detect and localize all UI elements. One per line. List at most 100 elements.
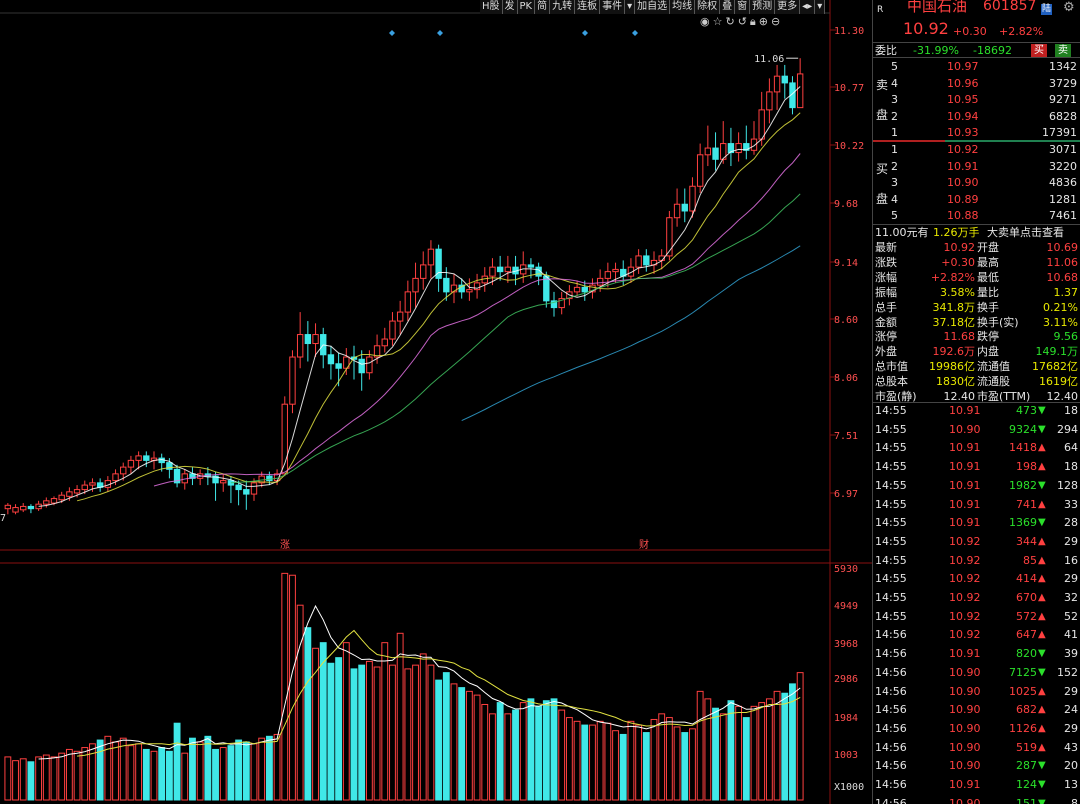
volume-bar <box>658 713 666 801</box>
candle-body <box>558 298 565 309</box>
toolbar-item-1[interactable]: 发 <box>502 0 518 14</box>
volume-bar <box>681 732 689 801</box>
big-order-row[interactable]: 11.00元有 1.26万手 大卖单点击查看 <box>873 224 1080 240</box>
stat-value: 3.11% <box>1043 315 1078 329</box>
ask-row[interactable]: 3 10.95 9271 <box>873 92 1080 107</box>
toolbar-item-16[interactable]: ▾ <box>815 0 826 14</box>
event-marker[interactable] <box>632 30 638 36</box>
ask-row[interactable]: 4 10.96 3729 <box>873 76 1080 91</box>
volume-bar <box>550 698 558 801</box>
ask-row[interactable]: 5 10.97 1342 <box>873 59 1080 74</box>
candle-body <box>281 403 288 475</box>
ma20-line <box>153 153 801 487</box>
gear-icon[interactable]: ⚙ <box>1063 0 1075 15</box>
toolbar-item-12[interactable]: 窗 <box>735 0 751 14</box>
toolbar-item-8[interactable]: 加自选 <box>635 0 671 14</box>
volume-axis-label: 2986 <box>834 674 858 685</box>
ask-row[interactable]: 1 10.93 17391 <box>873 125 1080 140</box>
toolbar-item-10[interactable]: 除权 <box>695 0 721 14</box>
candle-body <box>381 338 388 347</box>
event-marker[interactable] <box>582 30 588 36</box>
candle-body <box>666 217 673 257</box>
volume-bar <box>212 748 219 801</box>
big-order-link[interactable]: 大卖单点击查看 <box>987 226 1064 239</box>
tick-count: 128 <box>1057 478 1078 492</box>
volume-bar <box>112 741 119 801</box>
volume-bar <box>235 739 243 801</box>
toolbar-item-2[interactable]: PK <box>517 0 536 14</box>
volume-bar <box>565 717 573 801</box>
volume-bar <box>389 664 396 801</box>
arrow-down-icon: ▼ <box>1038 423 1046 435</box>
ask-volume: 3729 <box>1049 76 1077 90</box>
event-label-zhang[interactable]: 涨 <box>280 539 290 551</box>
tick-volume: 287 <box>1016 759 1037 773</box>
bid-price: 10.92 <box>947 143 979 156</box>
candle-body <box>589 284 596 293</box>
zoom-out-icon[interactable]: ⊖ <box>771 15 781 28</box>
volume-bar <box>742 717 750 801</box>
zoom-in-icon[interactable]: ⊕ <box>758 15 768 28</box>
tick-count: 43 <box>1064 740 1078 754</box>
toolbar-item-3[interactable]: 简 <box>535 0 551 14</box>
refresh-icon[interactable]: ↻ <box>725 15 735 28</box>
price-axis-label: 7.51 <box>834 431 858 442</box>
tick-time: 14:56 <box>875 703 907 717</box>
stat-row: 最新 10.92 开盘 10.69 <box>873 240 1080 255</box>
toolbar-item-7[interactable]: ▾ <box>625 0 636 14</box>
candle-body <box>66 491 73 497</box>
ask-level: 3 <box>891 93 898 107</box>
tick-row: 14:55 10.91 1369 ▼ 28 <box>873 515 1080 530</box>
bid-row[interactable]: 3 10.90 4836 <box>873 175 1080 190</box>
stat-row: 总手 341.8万 换手 0.21% <box>873 300 1080 315</box>
volume-bar <box>335 657 343 801</box>
tick-row: 14:55 10.91 1982 ▼ 128 <box>873 478 1080 493</box>
toolbar-item-6[interactable]: 事件 <box>600 0 626 14</box>
toolbar-item-14[interactable]: 更多 <box>775 0 801 14</box>
tick-price: 10.90 <box>949 759 981 773</box>
toolbar-item-4[interactable]: 九转 <box>550 0 576 14</box>
candle-body <box>758 109 765 140</box>
reset-icon[interactable]: ↺ <box>737 15 747 28</box>
volume-bar <box>365 660 373 801</box>
high-label: 11.06 <box>754 54 784 65</box>
event-label-cai[interactable]: 财 <box>639 538 649 551</box>
tick-row: 14:55 10.91 198 ▲ 18 <box>873 459 1080 474</box>
toolbar-item-5[interactable]: 连板 <box>575 0 601 14</box>
toolbar-item-15[interactable]: ◂▸ <box>800 0 816 14</box>
bid-row[interactable]: 1 10.92 3071 <box>873 142 1080 157</box>
price-line: 10.92 +0.30 +2.82% <box>873 21 1080 41</box>
volume-bar <box>289 574 296 801</box>
sell-button[interactable]: 卖 <box>1055 44 1071 57</box>
ma10-line <box>76 112 801 502</box>
toolbar-item-13[interactable]: 预测 <box>750 0 776 14</box>
candle-body <box>20 505 27 511</box>
buy-button[interactable]: 买 <box>1031 44 1047 57</box>
bid-row[interactable]: 2 10.91 3220 <box>873 159 1080 174</box>
last-price: 10.92 <box>903 19 949 38</box>
ask-row[interactable]: 2 10.94 6828 <box>873 109 1080 124</box>
toolbar-item-11[interactable]: 叠 <box>720 0 736 14</box>
toolbar-item-9[interactable]: 均线 <box>670 0 696 14</box>
candle-body <box>604 271 612 279</box>
tick-time: 14:55 <box>875 441 907 455</box>
candle-body <box>450 284 458 293</box>
tick-volume: 1025 <box>1009 684 1037 698</box>
candle-body <box>727 143 735 154</box>
lock-icon[interactable]: 🔒︎ <box>749 15 756 28</box>
tick-time: 14:56 <box>875 665 907 679</box>
vol-ma5-line <box>38 604 801 760</box>
toolbar-item-0[interactable]: H股 <box>480 0 503 14</box>
kline-chart[interactable]: 11.30 10.77 10.22 9.68 9.14 8.60 8.06 7.51 6.97 5… <box>0 0 872 804</box>
event-marker[interactable] <box>437 30 443 36</box>
event-marker[interactable] <box>389 30 395 36</box>
star-icon[interactable]: ☆ <box>712 15 723 28</box>
tick-time: 14:55 <box>875 478 907 492</box>
weibi-diff: -18692 <box>973 44 1012 57</box>
bid-row[interactable]: 5 10.88 7461 <box>873 208 1080 223</box>
eye-icon[interactable]: ◉ <box>700 15 710 28</box>
tick-price: 10.92 <box>949 609 981 623</box>
bid-row[interactable]: 4 10.89 1281 <box>873 192 1080 207</box>
sell-side-label-2: 盘 <box>876 108 889 122</box>
stat-value: 0.21% <box>1043 300 1078 314</box>
